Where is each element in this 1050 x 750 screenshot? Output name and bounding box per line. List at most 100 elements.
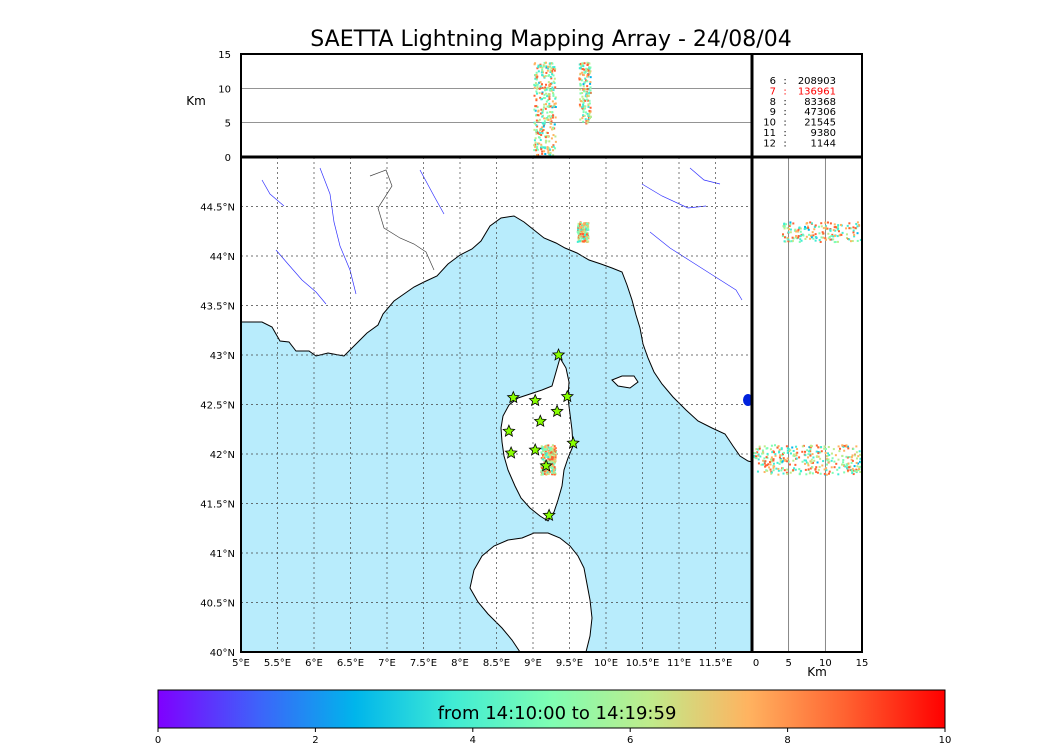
- station-count-stations: 10: [763, 118, 776, 129]
- top-source-point: [540, 128, 543, 131]
- top-source-point: [552, 145, 555, 148]
- side-source-point: [830, 459, 833, 462]
- top-y-tick-label: 5: [225, 119, 231, 130]
- map-source-point: [582, 223, 585, 226]
- map-source-point: [585, 223, 588, 226]
- top-source-point: [552, 89, 555, 92]
- colorbar-gradient: [157, 689, 946, 729]
- side-source-point: [757, 453, 760, 456]
- top-source-point: [586, 75, 589, 78]
- side-source-point: [782, 472, 785, 475]
- side-source-point: [774, 454, 777, 457]
- top-source-point: [548, 114, 551, 117]
- top-y-ticks: 0 5 10 15: [218, 50, 231, 164]
- top-source-point: [548, 106, 551, 109]
- top-source-point: [549, 117, 552, 120]
- map-source-point: [550, 467, 553, 470]
- map-source-point: [541, 458, 544, 461]
- station-count-value: 21545: [804, 118, 836, 129]
- top-source-point: [547, 99, 550, 102]
- side-source-point: [778, 448, 781, 451]
- top-source-point: [543, 103, 546, 106]
- map-source-point: [585, 237, 588, 240]
- map-source-point: [582, 229, 585, 232]
- side-source-point: [773, 465, 776, 468]
- side-source-point: [856, 465, 859, 468]
- side-source-point: [855, 445, 858, 448]
- map-source-point: [553, 473, 556, 476]
- top-source-point: [551, 71, 554, 74]
- map-source-point: [581, 235, 584, 238]
- station-count-value: 83368: [804, 97, 836, 108]
- top-source-point: [552, 127, 555, 130]
- side-source-point: [766, 452, 769, 455]
- side-source-point: [772, 462, 775, 465]
- side-source-point: [829, 222, 832, 225]
- map-source-point: [547, 472, 550, 475]
- map-source-point: [583, 240, 586, 243]
- top-source-point: [538, 81, 541, 84]
- side-source-point: [785, 445, 788, 448]
- side-source-point: [824, 448, 827, 451]
- side-source-point: [851, 454, 854, 457]
- station-count-panel: 6: 208903 7: 136961 8: 83368 9: 47306 10: 21545 11…: [752, 54, 862, 157]
- map-source-point: [550, 450, 553, 453]
- map-y-tick-label: 44°N: [210, 252, 235, 263]
- top-panel-background: [241, 54, 752, 157]
- map-source-point: [577, 240, 580, 243]
- side-source-point: [769, 463, 772, 466]
- side-source-point: [782, 467, 785, 470]
- map-source-point: [544, 451, 547, 454]
- top-source-point: [545, 65, 548, 68]
- top-source-point: [583, 88, 586, 91]
- side-source-point: [856, 225, 859, 228]
- side-source-point: [816, 471, 819, 474]
- map-source-point: [544, 455, 547, 458]
- top-source-point: [541, 110, 544, 113]
- map-source-point: [546, 452, 549, 455]
- top-source-point: [584, 111, 587, 114]
- station-count-stations: 7: [770, 86, 776, 97]
- side-source-point: [803, 228, 806, 231]
- top-source-point: [579, 105, 582, 108]
- top-source-point: [540, 148, 543, 151]
- top-source-point: [587, 73, 590, 76]
- top-source-point: [544, 146, 547, 149]
- side-source-point: [842, 461, 845, 464]
- map-x-tick-label: 5°E: [232, 658, 250, 669]
- top-source-point: [583, 81, 586, 84]
- top-source-point: [554, 68, 557, 71]
- top-source-point: [547, 92, 550, 95]
- side-source-point: [770, 460, 773, 463]
- top-source-point: [550, 67, 553, 70]
- top-source-point: [587, 95, 590, 98]
- side-source-point: [782, 233, 785, 236]
- side-source-point: [789, 240, 792, 243]
- side-source-point: [776, 461, 779, 464]
- side-source-point: [812, 456, 815, 459]
- station-count-list: 6: 208903 7: 136961 8: 83368 9: 47306 10: 21545 11…: [763, 76, 836, 149]
- top-source-point: [552, 68, 555, 71]
- top-source-point: [554, 96, 557, 99]
- side-source-point: [781, 460, 784, 463]
- top-source-point: [588, 109, 591, 112]
- side-source-point: [762, 452, 765, 455]
- side-source-point: [842, 445, 845, 448]
- side-source-point: [832, 229, 835, 232]
- top-source-point: [545, 88, 548, 91]
- map-source-point: [547, 451, 550, 454]
- top-source-point: [547, 135, 550, 138]
- side-source-point: [805, 227, 808, 230]
- side-source-point: [846, 224, 849, 227]
- side-source-point: [823, 447, 826, 450]
- side-source-point: [837, 224, 840, 227]
- top-source-point: [546, 148, 549, 151]
- top-source-point: [586, 88, 589, 91]
- side-source-point: [792, 459, 795, 462]
- station-count-separator: :: [783, 118, 786, 129]
- top-source-point: [546, 118, 549, 121]
- station-count-separator: :: [783, 138, 786, 149]
- top-source-point: [589, 76, 592, 79]
- river-2: [275, 249, 327, 305]
- map-x-tick-label: 8.5°E: [483, 658, 510, 669]
